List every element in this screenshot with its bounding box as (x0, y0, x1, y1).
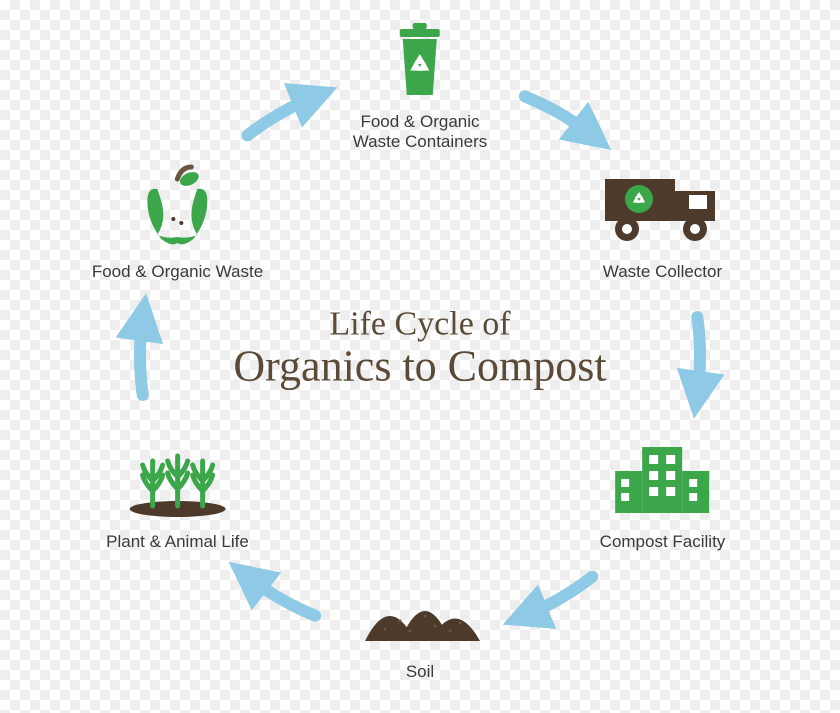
node-plant-animal-label: Plant & Animal Life (106, 532, 249, 552)
plants-icon (122, 441, 232, 521)
node-compost-facility-label: Compost Facility (600, 532, 726, 552)
node-waste-collector-label: Waste Collector (597, 262, 727, 282)
facility-icon (607, 441, 717, 521)
node-food-waste-label: Food & Organic Waste (92, 262, 263, 282)
cycle-diagram: Life Cycle of Organics to Compost Food &… (0, 0, 840, 713)
cycle-arrow (525, 96, 592, 135)
cycle-arrow (697, 317, 700, 395)
node-soil-label: Soil (355, 662, 485, 682)
node-waste-collector: Waste Collector (597, 161, 727, 282)
node-food-waste: Food & Organic Waste (92, 161, 263, 282)
node-compost-facility: Compost Facility (600, 441, 726, 552)
soil-mounds-icon (355, 581, 485, 651)
node-plant-animal: Plant & Animal Life (106, 441, 249, 552)
truck-icon (597, 161, 727, 251)
apple-core-icon (137, 161, 217, 251)
cycle-arrow (248, 96, 315, 135)
node-waste-bin-label: Food & Organic Waste Containers (353, 112, 487, 153)
cycle-arrow (525, 577, 592, 616)
node-soil: Soil (355, 581, 485, 682)
title-line1: Life Cycle of (233, 305, 606, 342)
recycle-bin-icon (385, 21, 455, 101)
cycle-arrow (140, 317, 143, 395)
cycle-arrow (248, 577, 315, 616)
node-waste-bin: Food & Organic Waste Containers (353, 21, 487, 153)
diagram-title: Life Cycle of Organics to Compost (233, 305, 606, 391)
title-line2: Organics to Compost (233, 342, 606, 390)
